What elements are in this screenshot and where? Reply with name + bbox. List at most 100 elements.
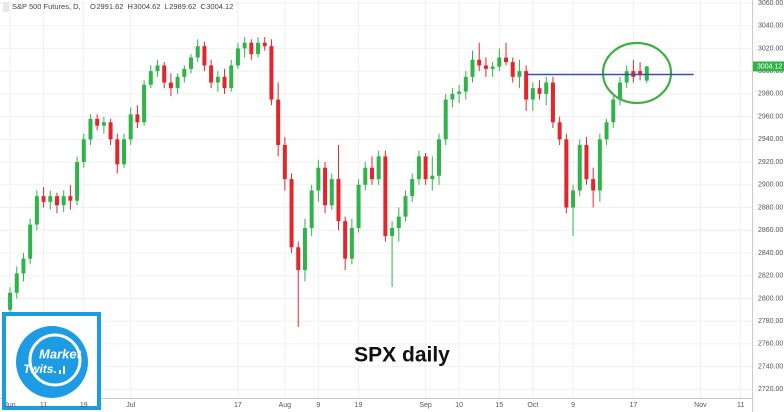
logo-bar — [59, 370, 61, 374]
candle-body — [168, 82, 173, 89]
candle-body — [235, 48, 240, 66]
candle-body — [309, 190, 314, 228]
y-tick-label: 2860.00 — [758, 227, 783, 234]
candle-body — [202, 46, 207, 66]
candle-body — [155, 65, 160, 72]
candles — [8, 37, 649, 327]
header-title: S&P 500 Futures, D, — [12, 2, 81, 11]
price-tag — [753, 61, 784, 72]
x-tick-label: Aug — [279, 402, 292, 409]
x-tick-label: 17 — [629, 402, 637, 409]
candle-body — [249, 42, 254, 55]
candle-body — [463, 76, 468, 92]
candle-body — [343, 221, 348, 259]
x-tick-label: 19 — [80, 402, 88, 409]
candle-body — [524, 71, 529, 100]
logo-text: Twits. — [23, 362, 57, 376]
candle-body — [403, 196, 408, 217]
candle-body — [577, 145, 582, 191]
candle-body — [369, 167, 374, 180]
candle-body — [182, 68, 187, 77]
candle-body — [316, 167, 321, 191]
y-tick-label: 2720.00 — [758, 386, 783, 393]
candle-body — [162, 65, 167, 83]
candle-body — [443, 99, 448, 140]
ohlc-label: C — [200, 2, 206, 11]
y-tick-label: 2820.00 — [758, 273, 783, 280]
candle-body — [269, 46, 274, 100]
y-tick-label: 2760.00 — [758, 341, 783, 348]
candle-body — [617, 82, 622, 100]
y-tick-label: 2740.00 — [758, 363, 783, 370]
x-tick-label: 17 — [234, 402, 242, 409]
candle-body — [189, 57, 194, 69]
y-tick-label: 3020.00 — [758, 45, 783, 52]
y-tick-label: 2960.00 — [758, 113, 783, 120]
candle-body — [376, 156, 381, 180]
candle-body — [148, 71, 153, 85]
candle-body — [483, 65, 488, 69]
candle-body — [175, 76, 180, 89]
candle-body — [356, 184, 361, 228]
candle-body — [584, 145, 589, 180]
candle-body — [604, 122, 609, 140]
candle-body — [571, 190, 576, 208]
candle-body — [222, 76, 227, 89]
x-tick-label: Nov — [694, 402, 707, 409]
candle-body — [215, 76, 220, 83]
ohlc-value: 2989.62 — [169, 2, 196, 11]
candle-body — [336, 179, 341, 222]
logo-bar — [63, 366, 65, 374]
candle-body — [477, 59, 482, 66]
candle-body — [497, 57, 502, 67]
candle-body — [195, 46, 200, 58]
candle-body — [510, 62, 515, 77]
candle-body — [611, 99, 616, 123]
header-ohlc: O 2991.62 H 3004.62 L 2989.62 C 3004.12 — [90, 2, 233, 11]
x-tick-label: 11 — [40, 402, 47, 409]
y-tick-label: 2880.00 — [758, 204, 783, 211]
candle-body — [423, 156, 428, 180]
candle-body — [349, 227, 354, 259]
candle-body — [296, 247, 301, 271]
candle-body — [289, 179, 294, 248]
candle-body — [276, 99, 281, 146]
candle-body — [14, 273, 19, 293]
y-tick-label: 2840.00 — [758, 250, 783, 257]
x-tick-label: Jun — [4, 402, 15, 409]
candle-body — [75, 162, 80, 201]
candle-body — [128, 114, 133, 140]
x-tick-label: Sep — [419, 402, 432, 409]
candle-body — [624, 71, 629, 83]
candle-body — [430, 175, 435, 180]
candle-body — [638, 71, 643, 75]
y-tick-label: 2920.00 — [758, 159, 783, 166]
ohlc-label: O — [90, 2, 96, 11]
ohlc-label: L — [165, 2, 169, 11]
x-tick-label: Oct — [527, 402, 538, 409]
candle-body — [242, 42, 247, 49]
candle-body — [457, 91, 462, 94]
candle-body — [517, 71, 522, 77]
candle-body — [591, 179, 596, 191]
y-tick-label: 2980.00 — [758, 91, 783, 98]
y-tick-label: 3040.00 — [758, 23, 783, 30]
candle-body — [437, 139, 442, 176]
candle-body — [95, 118, 100, 126]
y-tick-label: 3000.00 — [758, 68, 783, 75]
ohlc-value: 3004.62 — [133, 2, 160, 11]
x-tick-label: 9 — [571, 402, 575, 409]
candle-body — [108, 122, 113, 140]
candle-body — [390, 227, 395, 236]
candle-body — [61, 196, 66, 206]
candle-body — [115, 139, 120, 165]
candle-body — [416, 156, 421, 180]
logo-text: Market — [39, 346, 82, 361]
candle-body — [121, 139, 126, 165]
annotation: SPX daily — [354, 344, 450, 367]
header-icon — [3, 2, 9, 12]
candle-body — [450, 93, 455, 100]
highlight-circle — [601, 41, 673, 105]
x-tick-label: 10 — [455, 402, 463, 409]
